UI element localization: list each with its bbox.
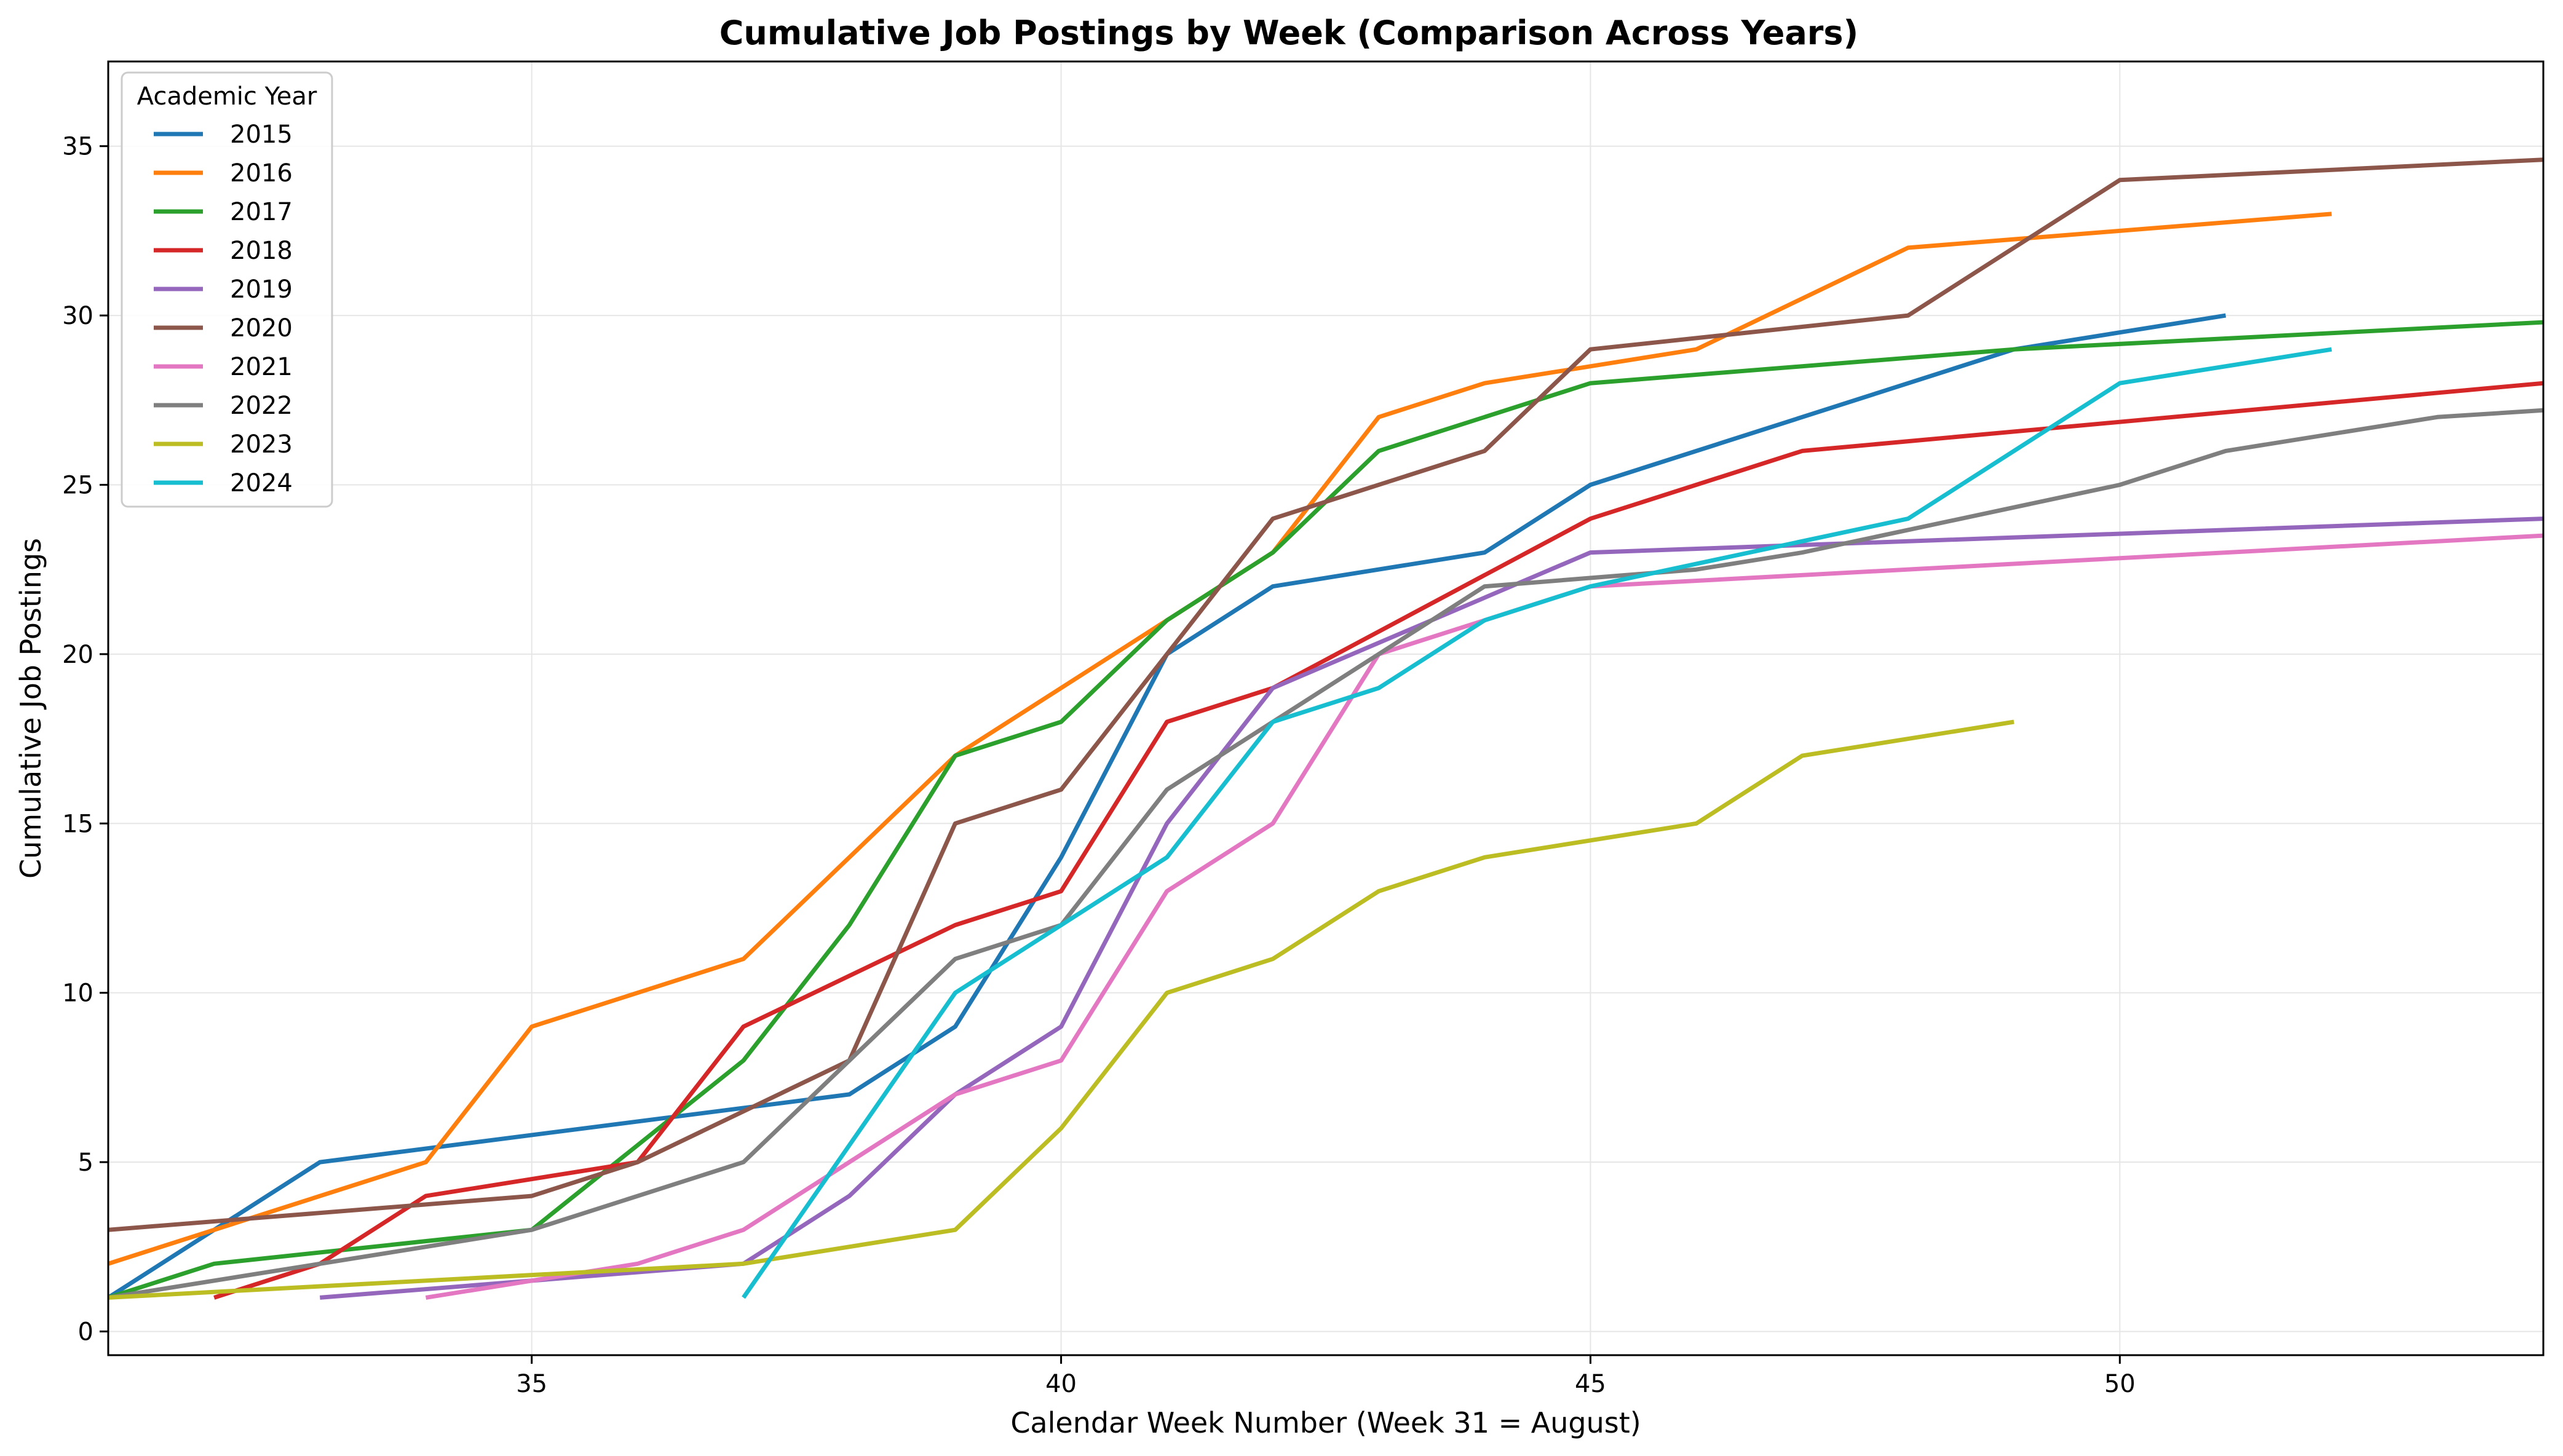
legend-label-2019: 2019: [230, 275, 293, 304]
x-axis-label: Calendar Week Number (Week 31 = August): [1010, 1406, 1641, 1439]
y-tick-label: 35: [62, 133, 93, 161]
legend-label-2020: 2020: [230, 314, 293, 342]
y-tick-label: 15: [62, 810, 93, 838]
legend-box: [121, 71, 333, 508]
series-line-2018: [213, 381, 2543, 1300]
y-axis-ticks: 0 5 10 15 20 25 30 35: [62, 133, 108, 1346]
series-line-2016: [108, 212, 2332, 1266]
legend: Academic Year 2015 2016 2017 2018 2019 2020 20…: [121, 71, 333, 508]
series-line-2023: [108, 719, 2014, 1300]
x-tick-label: 45: [1575, 1370, 1606, 1398]
legend-label-2017: 2017: [230, 198, 293, 226]
x-tick-label: 50: [2104, 1370, 2136, 1398]
grid: [108, 61, 2543, 1355]
legend-label-2023: 2023: [230, 430, 293, 459]
x-tick-label: 35: [516, 1370, 547, 1398]
x-axis-ticks: 35 40 45 50: [516, 1355, 2136, 1398]
y-tick-label: 0: [78, 1318, 93, 1346]
y-tick-label: 20: [62, 641, 93, 669]
series-line-2015: [108, 313, 2227, 1300]
series-line-2022: [108, 408, 2543, 1300]
series-line-2024: [742, 347, 2332, 1299]
plot-area-frame: [107, 60, 2545, 1356]
series-line-2021: [425, 533, 2543, 1300]
series-line-2017: [108, 320, 2543, 1300]
y-tick-label: 5: [78, 1149, 93, 1177]
y-tick-label: 30: [62, 302, 93, 330]
legend-label-2021: 2021: [230, 353, 293, 381]
x-tick-label: 40: [1045, 1370, 1077, 1398]
chart-title: Cumulative Job Postings by Week (Compari…: [719, 14, 1858, 52]
series-line-2020: [108, 157, 2543, 1232]
series-lines: [108, 157, 2543, 1300]
legend-label-2022: 2022: [230, 392, 293, 420]
legend-label-2016: 2016: [230, 159, 293, 188]
y-tick-label: 25: [62, 471, 93, 499]
legend-label-2015: 2015: [230, 121, 293, 149]
legend-label-2018: 2018: [230, 237, 293, 265]
y-tick-label: 10: [62, 979, 93, 1008]
legend-title: Academic Year: [137, 82, 317, 111]
y-axis-label: Cumulative Job Postings: [14, 538, 47, 879]
series-line-2019: [320, 516, 2543, 1300]
legend-label-2024: 2024: [230, 469, 293, 497]
